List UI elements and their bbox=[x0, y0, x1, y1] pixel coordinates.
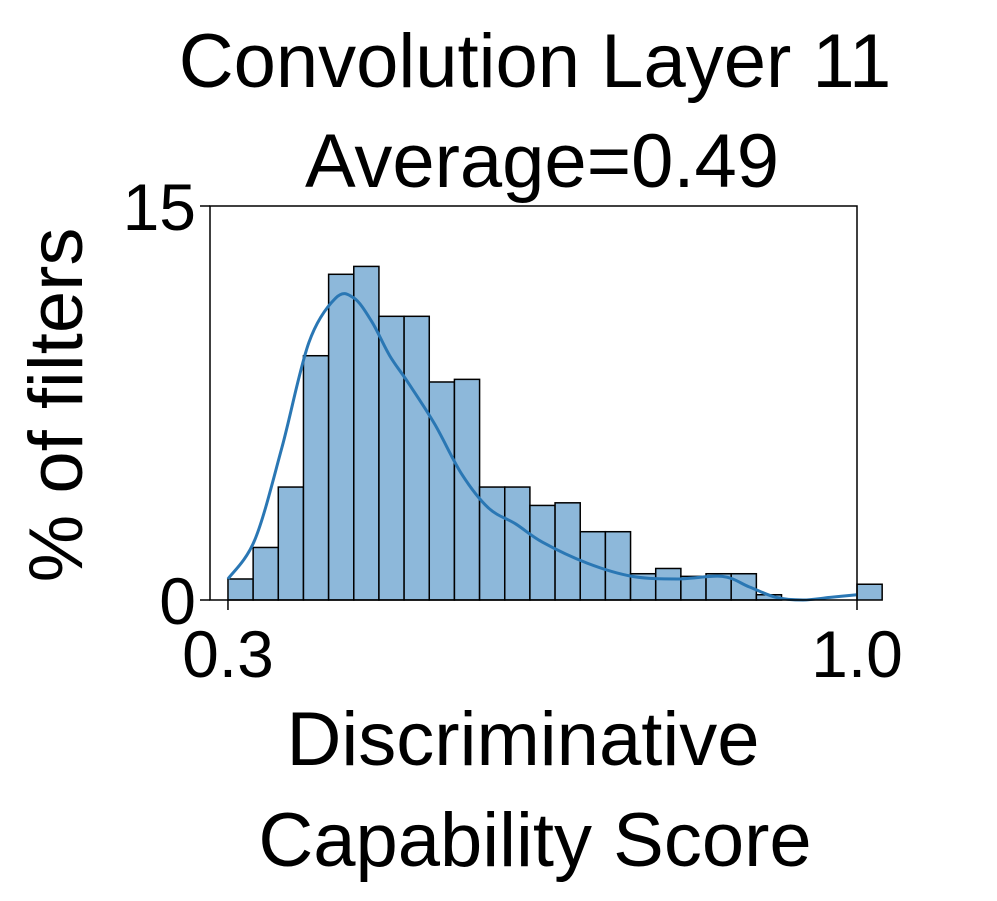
histogram-bar bbox=[302, 354, 330, 601]
x-axis-label-line1: Discriminative bbox=[287, 697, 760, 782]
histogram-bar bbox=[856, 583, 883, 601]
kde-line bbox=[226, 292, 858, 602]
histogram-bar bbox=[453, 378, 481, 601]
histogram-bar bbox=[378, 315, 405, 601]
histogram-bar bbox=[252, 546, 280, 601]
axis-ticks: 0.3 1.0 0 15 bbox=[123, 170, 903, 691]
y-tick-label: 0 bbox=[159, 564, 196, 638]
histogram-bar bbox=[353, 265, 380, 601]
histogram-bar bbox=[654, 567, 682, 601]
histogram-bar bbox=[503, 486, 531, 601]
y-tick-label: 15 bbox=[123, 170, 196, 244]
histogram-bar bbox=[403, 315, 431, 601]
histogram-bar bbox=[277, 486, 305, 601]
chart-title: Convolution Layer 11 bbox=[179, 19, 892, 104]
histogram-bar bbox=[327, 273, 355, 601]
x-axis-label-line2: Capability Score bbox=[258, 798, 811, 883]
chart-subtitle: Average=0.49 bbox=[305, 119, 779, 204]
histogram-bar bbox=[529, 504, 556, 601]
x-tick-label: 1.0 bbox=[811, 617, 903, 691]
x-tick-label: 0.3 bbox=[182, 617, 274, 691]
plot-area bbox=[226, 265, 883, 602]
histogram-bar bbox=[604, 530, 632, 601]
y-axis-label: % of filters bbox=[14, 228, 99, 583]
plot-frame bbox=[209, 205, 858, 601]
histogram-bar bbox=[428, 381, 456, 601]
histogram-bar bbox=[227, 578, 254, 601]
